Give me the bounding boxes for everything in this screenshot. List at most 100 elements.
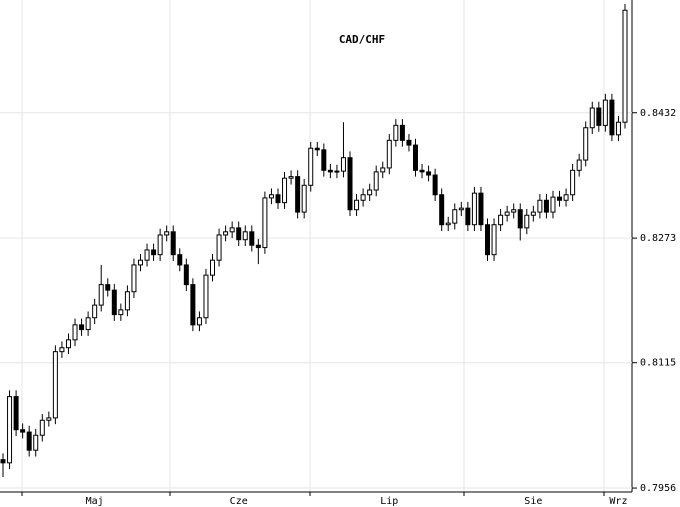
candle-body	[255, 244, 261, 249]
candle-body	[288, 176, 294, 179]
candle-body	[39, 419, 45, 436]
y-tick-label: 0.8115	[640, 358, 676, 369]
candle-body	[301, 184, 307, 213]
candle-body	[131, 264, 137, 293]
candle-body	[118, 309, 124, 316]
candle-body	[275, 194, 281, 204]
candle-body	[511, 209, 517, 213]
candle-body	[157, 234, 163, 256]
candle-body	[602, 99, 608, 126]
candle-body	[445, 222, 451, 226]
candle-body	[236, 227, 242, 241]
candle-body	[151, 249, 157, 256]
month-separators	[21, 0, 605, 496]
candle-body	[452, 209, 458, 224]
candle-body	[412, 144, 418, 171]
chart-title: CAD/CHF	[339, 33, 385, 46]
x-tick-label: Cze	[230, 496, 248, 507]
candle-body	[563, 194, 569, 201]
candle-body	[491, 224, 497, 256]
candle-body	[183, 264, 189, 286]
candle-body	[393, 124, 399, 141]
candle-body	[406, 139, 412, 146]
candle-body	[26, 431, 32, 451]
candle-body	[589, 107, 595, 129]
candle-body	[85, 317, 91, 331]
x-tick-label: Maj	[86, 496, 104, 507]
candle-body	[524, 214, 530, 229]
candle-body	[164, 231, 170, 236]
candle-body	[59, 347, 65, 353]
candle-body	[262, 197, 268, 249]
candle-body	[0, 459, 6, 464]
candle-body	[498, 214, 504, 226]
candle-body	[609, 99, 615, 136]
candle-body	[327, 169, 333, 173]
candle-body	[72, 324, 78, 341]
candle-body	[92, 304, 98, 319]
candle-body	[550, 196, 556, 213]
candle-body	[20, 429, 26, 433]
candle-body	[268, 194, 274, 199]
candle-body	[367, 189, 373, 196]
candle-body	[111, 289, 117, 316]
candle-body	[504, 211, 510, 216]
candle-body	[170, 231, 176, 256]
x-tick-label: Sie	[524, 496, 542, 507]
candle-body	[543, 199, 549, 213]
candle-body	[354, 199, 360, 211]
candle-body	[216, 234, 222, 261]
candle-body	[242, 231, 248, 241]
candle-body	[340, 157, 346, 172]
candle-body	[223, 231, 229, 236]
candle-body	[190, 284, 196, 326]
candle-body	[229, 227, 235, 233]
candle-body	[576, 159, 582, 171]
candle-body	[537, 199, 543, 213]
candle-body	[517, 209, 523, 229]
candle-body	[380, 167, 386, 173]
candle-body	[471, 192, 477, 226]
candle-body	[295, 176, 301, 213]
candle-body	[282, 177, 288, 204]
candle-body	[33, 434, 39, 451]
candle-body	[65, 339, 71, 349]
candle-body	[196, 317, 202, 326]
candle-body	[308, 147, 314, 186]
candle-body	[46, 417, 52, 421]
candle-body	[144, 249, 150, 261]
candle-body	[137, 259, 143, 266]
candle-body	[478, 192, 484, 226]
candle-body	[334, 170, 340, 173]
candle-body	[570, 169, 576, 196]
candle-body	[105, 284, 111, 291]
candle-body	[615, 121, 621, 136]
candle-body	[203, 274, 209, 319]
candle-body	[458, 207, 464, 211]
candle-body	[321, 149, 327, 171]
candle-body	[7, 396, 13, 464]
candle-body	[419, 169, 425, 173]
candle-body	[124, 291, 130, 311]
candle-body	[177, 254, 183, 266]
candle-body	[347, 157, 353, 211]
candle-body	[530, 211, 536, 216]
candle-body	[432, 174, 438, 196]
candle-body	[210, 259, 216, 276]
candle-body	[583, 127, 589, 161]
candle-body	[52, 351, 58, 419]
candle-body	[439, 194, 445, 226]
candle-body	[98, 284, 104, 306]
y-tick-label: 0.7956	[640, 483, 676, 494]
x-tick-label: Lip	[380, 496, 398, 507]
candle-body	[314, 147, 320, 151]
candle-body	[13, 396, 19, 431]
candle-body	[485, 224, 491, 256]
candle-body	[557, 196, 563, 201]
candle-body	[426, 171, 432, 176]
y-tick-label: 0.8432	[640, 108, 676, 119]
candle-body	[249, 231, 255, 246]
candle-body	[399, 124, 405, 141]
